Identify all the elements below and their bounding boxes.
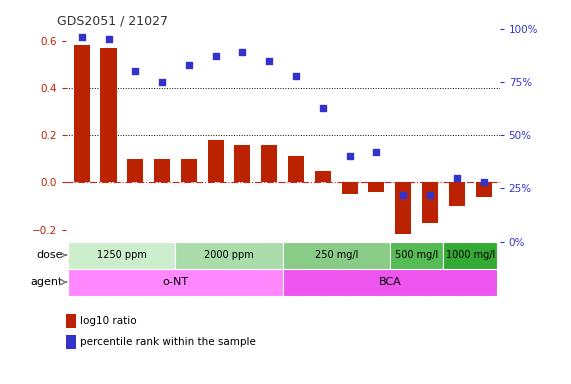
Bar: [74, 45, 90, 182]
Point: [184, 62, 194, 68]
Bar: [181, 159, 197, 182]
Bar: [288, 156, 304, 182]
Point: [104, 36, 113, 43]
Bar: [261, 145, 278, 182]
Point: [291, 73, 300, 79]
Bar: [175, 242, 283, 268]
Text: BCA: BCA: [379, 277, 401, 287]
Point: [452, 175, 461, 181]
Bar: [69, 242, 175, 268]
Text: 500 mg/l: 500 mg/l: [395, 250, 438, 260]
Text: 1000 mg/l: 1000 mg/l: [445, 250, 495, 260]
Point: [479, 179, 488, 185]
Bar: [449, 182, 465, 206]
Bar: [476, 182, 492, 197]
Bar: [100, 48, 116, 182]
Point: [265, 58, 274, 64]
Bar: [127, 159, 143, 182]
Bar: [235, 145, 251, 182]
Point: [131, 68, 140, 74]
Point: [425, 192, 435, 198]
Text: log10 ratio: log10 ratio: [80, 316, 136, 326]
Bar: [368, 182, 384, 192]
Text: percentile rank within the sample: percentile rank within the sample: [80, 337, 256, 347]
Text: dose: dose: [37, 250, 63, 260]
Bar: [422, 182, 438, 223]
Point: [158, 79, 167, 85]
Point: [77, 34, 86, 40]
Point: [211, 53, 220, 60]
Point: [345, 153, 354, 159]
Text: GDS2051 / 21027: GDS2051 / 21027: [57, 15, 168, 28]
Bar: [395, 182, 411, 235]
Bar: [154, 159, 170, 182]
Bar: [208, 140, 224, 182]
Text: o-NT: o-NT: [162, 277, 188, 287]
Bar: [341, 182, 357, 194]
Text: 2000 ppm: 2000 ppm: [204, 250, 254, 260]
Bar: [283, 268, 497, 296]
Bar: [315, 170, 331, 182]
Text: 1250 ppm: 1250 ppm: [97, 250, 147, 260]
Bar: [443, 242, 497, 268]
Text: agent: agent: [31, 277, 63, 287]
Point: [372, 149, 381, 155]
Bar: [390, 242, 443, 268]
Point: [238, 49, 247, 55]
Bar: [69, 268, 283, 296]
Text: 250 mg/l: 250 mg/l: [315, 250, 358, 260]
Bar: [283, 242, 390, 268]
Point: [399, 192, 408, 198]
Point: [318, 104, 327, 111]
